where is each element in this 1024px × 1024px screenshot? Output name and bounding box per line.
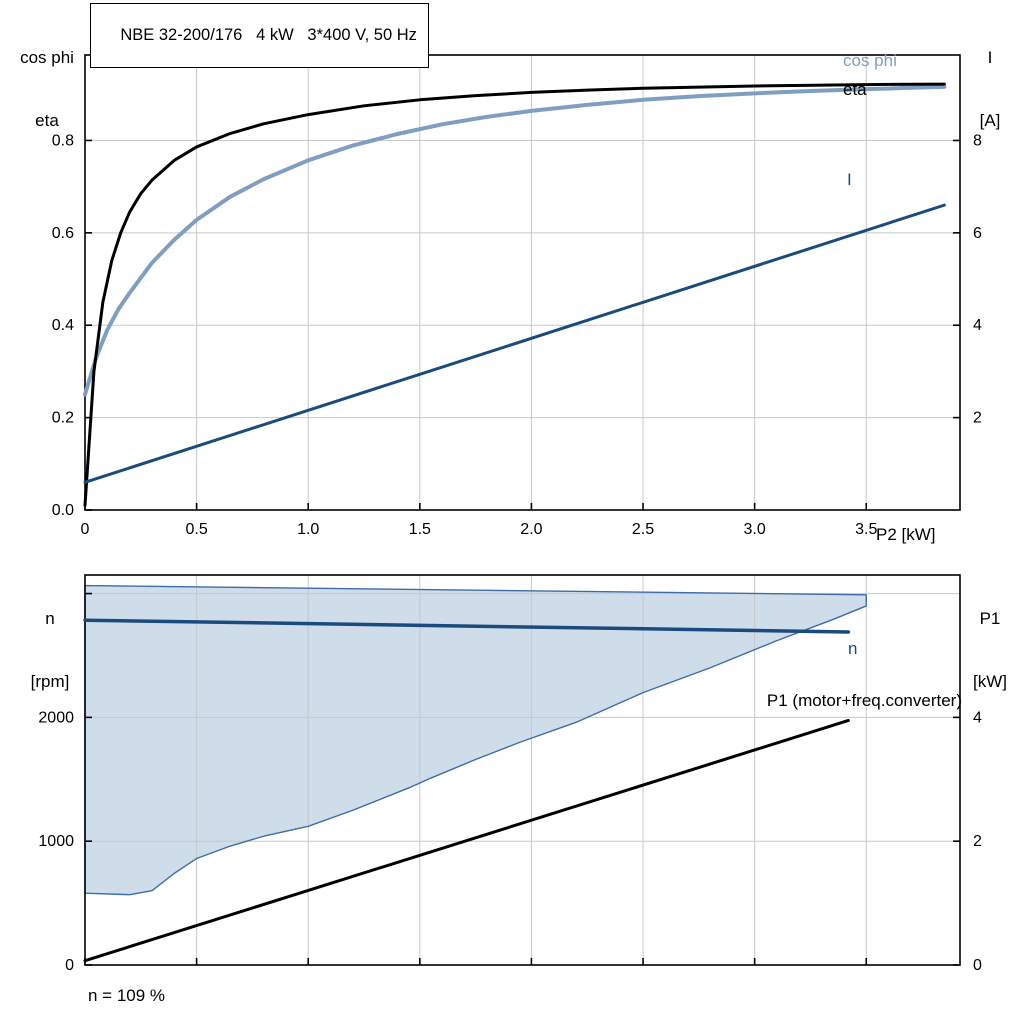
svg-text:0.2: 0.2 <box>52 410 74 427</box>
y1-left-axis-label: cos phi eta <box>6 5 88 173</box>
svg-text:2: 2 <box>973 833 982 850</box>
svg-text:1.5: 1.5 <box>409 521 431 538</box>
panel-2: 0 1000 2000 0 2 4 <box>38 574 982 974</box>
tick-labels: 0 0.5 1.0 1.5 2.0 2.5 3.0 3.5 0.0 0.2 0.4 0.6 0.8 2 4 6… <box>52 132 982 538</box>
svg-text:4: 4 <box>973 709 982 726</box>
y1-left-axis-label-line1: cos phi <box>20 48 74 67</box>
svg-text:2: 2 <box>973 410 982 427</box>
y2-left-axis-label-line1: n <box>45 609 55 628</box>
panel-1: 0 0.5 1.0 1.5 2.0 2.5 3.0 3.5 0.0 0.2 0.4 0.6 0.8 2 4 6… <box>52 54 982 538</box>
series-p1 <box>83 718 850 963</box>
tick-marks <box>84 139 960 511</box>
series-cos-phi <box>83 84 947 397</box>
svg-text:0: 0 <box>81 521 90 538</box>
svg-text:0.5: 0.5 <box>185 521 207 538</box>
svg-text:2000: 2000 <box>38 709 74 726</box>
svg-text:0.0: 0.0 <box>52 502 74 519</box>
legend-current: I <box>847 170 852 189</box>
legend-n: n <box>848 639 858 658</box>
svg-text:0.4: 0.4 <box>52 317 74 334</box>
legend-p1: P1 (motor+freq.converter) <box>766 691 962 710</box>
svg-text:0.6: 0.6 <box>52 225 74 242</box>
series-n <box>83 618 851 634</box>
y2-left-axis-label-line2: [rpm] <box>30 672 70 691</box>
tick-marks <box>84 592 960 966</box>
chart-title-box: NBE 32-200/176 4 kW 3*400 V, 50 Hz <box>90 3 429 68</box>
y2-right-axis-label-line1: P1 <box>979 609 1001 628</box>
svg-text:2.0: 2.0 <box>520 521 542 538</box>
y1-right-axis-label-line2: [A] <box>979 111 1001 130</box>
chart-title: NBE 32-200/176 4 kW 3*400 V, 50 Hz <box>120 26 417 44</box>
legend-cos-phi: cos phi <box>843 51 897 70</box>
plot-frame <box>84 54 961 511</box>
y2-left-axis-label: n [rpm] <box>14 566 86 734</box>
y1-right-axis-label-line1: I <box>987 48 993 67</box>
tick-labels: 0 1000 2000 0 2 4 <box>38 709 982 974</box>
svg-text:8: 8 <box>973 132 982 149</box>
svg-text:0.8: 0.8 <box>52 132 74 149</box>
legend-eta: eta <box>843 80 867 99</box>
y2-right-axis-label-line2: [kW] <box>973 672 1007 691</box>
svg-text:2.5: 2.5 <box>632 521 654 538</box>
y2-right-axis-label: P1 [kW] <box>961 566 1019 734</box>
x-axis-label: P2 [kW] <box>876 525 936 544</box>
svg-text:4: 4 <box>973 317 982 334</box>
gridlines <box>85 55 960 510</box>
plot-frame <box>84 574 961 966</box>
svg-text:1.0: 1.0 <box>297 521 319 538</box>
y1-right-axis-label: I [A] <box>962 5 1018 173</box>
speed-footnote: n = 109 % <box>88 986 166 1005</box>
svg-text:3.5: 3.5 <box>855 521 877 538</box>
operating-envelope-fill <box>85 585 867 895</box>
svg-text:1000: 1000 <box>38 833 74 850</box>
svg-text:6: 6 <box>973 225 982 242</box>
y1-left-axis-label-line2: eta <box>35 111 59 130</box>
series-current <box>83 203 946 484</box>
svg-text:3.0: 3.0 <box>744 521 766 538</box>
svg-text:0: 0 <box>65 957 74 974</box>
svg-text:0: 0 <box>973 957 982 974</box>
series-eta <box>83 82 946 507</box>
